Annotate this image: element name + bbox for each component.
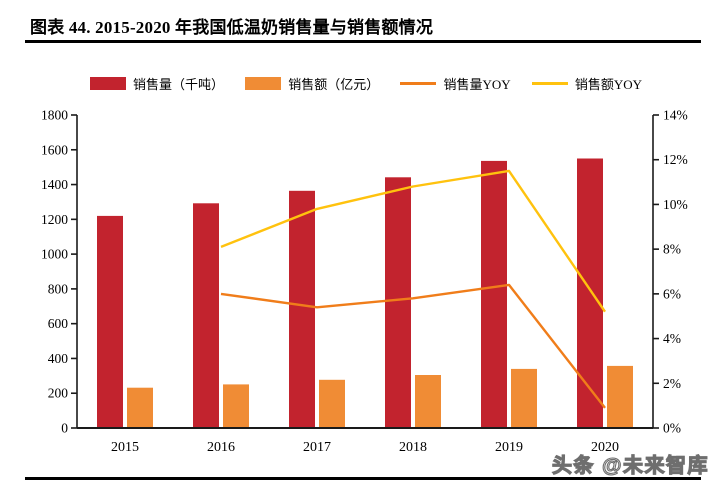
x-axis-label: 2019 bbox=[495, 440, 523, 455]
left-axis: 0 200 400 600 800 1000 1200 1400 1600 1800 bbox=[41, 108, 77, 436]
x-axis-label: 2016 bbox=[207, 440, 235, 455]
legend-label-revenue-yoy: 销售额YOY bbox=[574, 77, 642, 92]
left-axis-tick-label: 1400 bbox=[41, 177, 68, 192]
right-axis: 0% 2% 4% 6% 8% 10% 12% 14% bbox=[653, 108, 688, 436]
axes bbox=[76, 115, 654, 429]
left-axis-tick-label: 200 bbox=[48, 386, 69, 401]
right-axis-tick-label: 14% bbox=[663, 108, 688, 123]
legend-label-revenue: 销售额（亿元） bbox=[288, 77, 380, 92]
chart-legend: 销售量（千吨） 销售额（亿元） 销售量YOY 销售额YOY bbox=[90, 74, 642, 93]
left-axis-tick-label: 1200 bbox=[41, 212, 68, 227]
left-axis-tick-label: 1000 bbox=[41, 247, 68, 262]
legend-label-volume-yoy: 销售量YOY bbox=[443, 77, 511, 92]
legend-item-volume-yoy: 销售量YOY bbox=[400, 74, 511, 93]
right-axis-tick-label: 4% bbox=[663, 331, 681, 346]
volume-yoy-line bbox=[220, 283, 606, 409]
left-axis-tick-label: 1800 bbox=[41, 108, 68, 123]
watermark: 头条 @未来智库 bbox=[551, 454, 709, 477]
right-axis-tick-label: 2% bbox=[663, 376, 681, 391]
right-axis-tick-label: 0% bbox=[663, 421, 681, 436]
revenue-bars bbox=[127, 365, 633, 428]
left-axis-tick-label: 800 bbox=[48, 281, 69, 296]
legend-item-revenue-yoy: 销售额YOY bbox=[531, 74, 642, 93]
figure-title: 图表 44. 2015-2020 年我国低温奶销售量与销售额情况 bbox=[30, 18, 434, 37]
legend-swatch-revenue-yoy bbox=[531, 82, 568, 85]
right-axis-tick-label: 10% bbox=[663, 197, 688, 212]
title-underline bbox=[25, 40, 701, 43]
legend-label-volume: 销售量（千吨） bbox=[133, 77, 225, 92]
right-axis-tick-label: 12% bbox=[663, 152, 688, 167]
volume-bars bbox=[97, 158, 603, 428]
x-axis-label: 2015 bbox=[111, 440, 139, 455]
x-axis-label: 2017 bbox=[303, 440, 331, 455]
left-axis-tick-label: 0 bbox=[61, 421, 68, 436]
figure-bottom-rule bbox=[25, 477, 701, 480]
right-axis-tick-label: 8% bbox=[663, 242, 681, 257]
legend-item-revenue: 销售额（亿元） bbox=[245, 74, 379, 93]
legend-swatch-volume-yoy bbox=[400, 82, 437, 85]
right-axis-tick-label: 6% bbox=[663, 286, 681, 301]
x-axis-label: 2018 bbox=[399, 440, 427, 455]
x-axis-labels: 2015 2016 2017 2018 2019 2020 bbox=[111, 440, 619, 455]
x-axis-label: 2020 bbox=[591, 440, 619, 455]
legend-swatch-revenue bbox=[245, 77, 282, 90]
legend-swatch-volume bbox=[90, 77, 126, 90]
legend-item-volume: 销售量（千吨） bbox=[90, 74, 224, 93]
left-axis-tick-label: 1600 bbox=[41, 142, 68, 157]
revenue-yoy-line bbox=[220, 169, 606, 313]
left-axis-tick-label: 400 bbox=[48, 351, 69, 366]
left-axis-tick-label: 600 bbox=[48, 316, 69, 331]
